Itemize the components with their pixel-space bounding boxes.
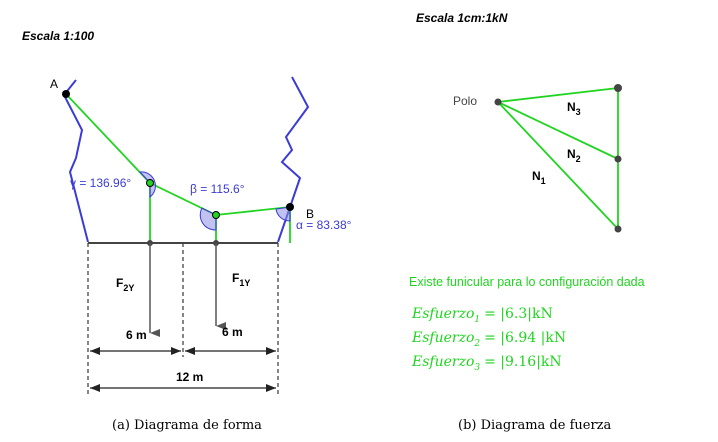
funicular-status: Existe funicular para lo configuración d… bbox=[409, 275, 645, 289]
force-2y-label: F2Y bbox=[116, 276, 134, 293]
point-a-marker bbox=[62, 90, 70, 98]
esfuerzo-2: Esfuerzo2 = |6.94 |kN bbox=[411, 330, 566, 349]
esfuerzo-3: Esfuerzo3 = |9.16|kN bbox=[411, 354, 562, 373]
esfuerzo-1: Esfuerzo1 = |6.3|kN bbox=[411, 306, 553, 325]
force-caption: (b) Diagrama de fuerza bbox=[458, 418, 612, 433]
form-scale-title: Escala 1:100 bbox=[22, 29, 94, 43]
beta-label: β = 115.6° bbox=[190, 182, 245, 196]
angle-beta-arc bbox=[199, 207, 217, 231]
node-1-marker bbox=[146, 179, 154, 187]
force-diagram: Escala 1cm:1kN Polo N3 N2 N1 Existe funi… bbox=[409, 11, 645, 433]
dim-left-label: 6 m bbox=[126, 328, 147, 342]
point-b-marker bbox=[286, 203, 294, 211]
force-point-top bbox=[614, 84, 622, 92]
n2-label: N2 bbox=[567, 147, 581, 164]
node-2-marker bbox=[212, 211, 220, 219]
angle-alpha-arc bbox=[275, 206, 291, 222]
form-diagram: Escala 1:100 A B γ = 136.96° β = 115.6° … bbox=[22, 29, 352, 433]
polo-label: Polo bbox=[453, 94, 477, 108]
form-caption: (a) Diagrama de forma bbox=[112, 418, 262, 433]
force-point-mid bbox=[614, 155, 622, 163]
polo-point bbox=[494, 98, 502, 106]
right-support bbox=[277, 76, 310, 243]
funicular-polygon bbox=[65, 93, 291, 216]
dim-right-label: 6 m bbox=[222, 325, 243, 339]
ray-n3 bbox=[497, 87, 619, 103]
force-point-bottom bbox=[614, 225, 622, 233]
ray-n2 bbox=[497, 101, 619, 160]
angle-gamma-arc bbox=[138, 171, 156, 199]
point-a-label: A bbox=[50, 77, 58, 91]
n3-label: N3 bbox=[567, 100, 581, 117]
ray-n1 bbox=[497, 101, 619, 230]
dim-total-label: 12 m bbox=[176, 370, 203, 384]
gamma-label: γ = 136.96° bbox=[70, 176, 131, 190]
point-b-label: B bbox=[306, 207, 314, 221]
force-1y-label: F1Y bbox=[232, 271, 250, 288]
force-scale-title: Escala 1cm:1kN bbox=[416, 11, 508, 25]
alpha-label: α = 83.38° bbox=[296, 218, 352, 232]
n1-label: N1 bbox=[532, 169, 546, 186]
